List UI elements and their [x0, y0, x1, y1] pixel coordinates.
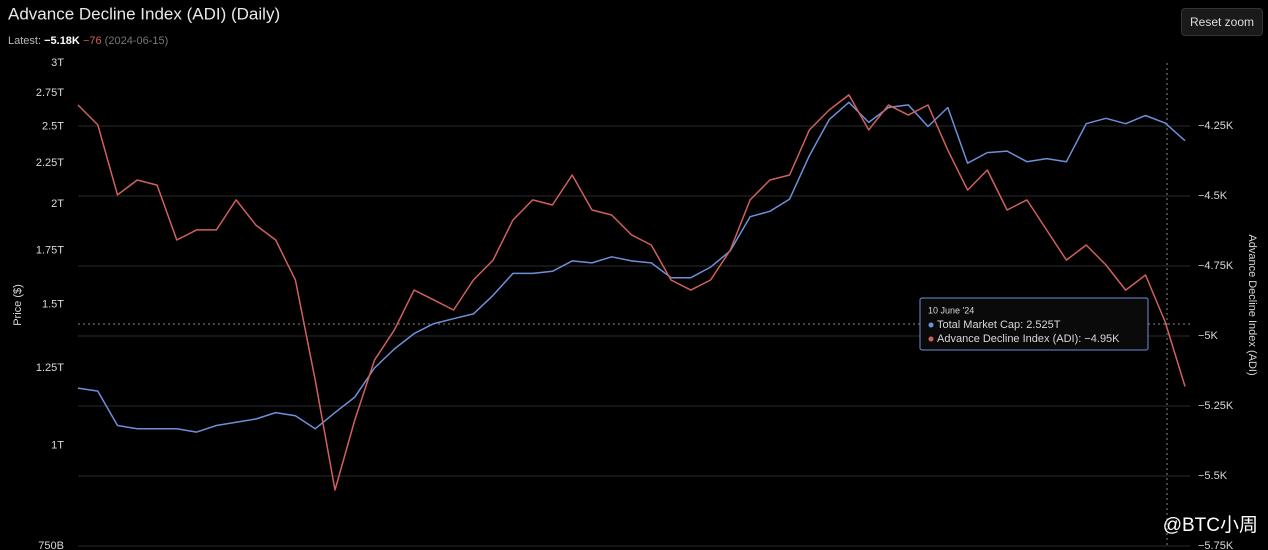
y2-tick-label: −5K [1198, 330, 1219, 342]
y-tick-label: 1.5T [42, 298, 64, 310]
tooltip-line: Total Market Cap: 2.525T [937, 319, 1061, 331]
y-tick-label: 3T [51, 57, 64, 69]
y-tick-label: 2.75T [36, 87, 64, 99]
y2-tick-label: −4.5K [1198, 190, 1228, 202]
y-axis-label: Price ($) [12, 284, 24, 326]
tooltip-date: 10 June '24 [928, 305, 974, 315]
y2-tick-label: −4.75K [1198, 260, 1234, 272]
y-tick-label: 750B [38, 540, 64, 550]
latest-row: Latest: −5.18K −76 (2024-06-15) [8, 35, 168, 47]
tooltip-dot [928, 336, 934, 342]
series-line [77, 94, 1186, 491]
reset-zoom-button[interactable]: Reset zoom [1181, 8, 1263, 36]
y-tick-label: 2.25T [36, 157, 64, 169]
y2-tick-label: −5.5K [1198, 470, 1228, 482]
y-tick-label: 1.75T [36, 245, 64, 257]
y-tick-label: 2T [51, 198, 64, 210]
series-line [77, 101, 1186, 433]
latest-change: −76 [83, 35, 102, 47]
tooltip-dot [928, 322, 934, 328]
y-tick-label: 1T [51, 440, 64, 452]
y2-tick-label: −5.75K [1198, 540, 1234, 550]
tooltip-box [919, 297, 1149, 351]
chart-title: Advance Decline Index (ADI) (Daily) [8, 4, 280, 23]
y2-axis-label: Advance Decline Index (ADI) [1246, 234, 1258, 375]
y-tick-label: 1.25T [36, 362, 64, 374]
tooltip-line: Advance Decline Index (ADI): −4.95K [937, 333, 1120, 345]
tooltip: 10 June '24 Total Market Cap: 2.525T Adv… [919, 297, 1149, 351]
y-tick-label: 2.5T [42, 120, 64, 132]
watermark: @BTC小周 [1163, 514, 1258, 536]
y2-tick-label: −4.25K [1198, 120, 1234, 132]
latest-value: −5.18K [44, 35, 80, 47]
latest-date: (2024-06-15) [105, 35, 169, 47]
plot: 750B 1T 1.25T 1.5T 1.75T 2T 2.25T 2.5T 2.75T 3T −4… [36, 57, 1234, 550]
y2-tick-label: −5.25K [1198, 400, 1234, 412]
latest-label: Latest: [8, 35, 41, 47]
